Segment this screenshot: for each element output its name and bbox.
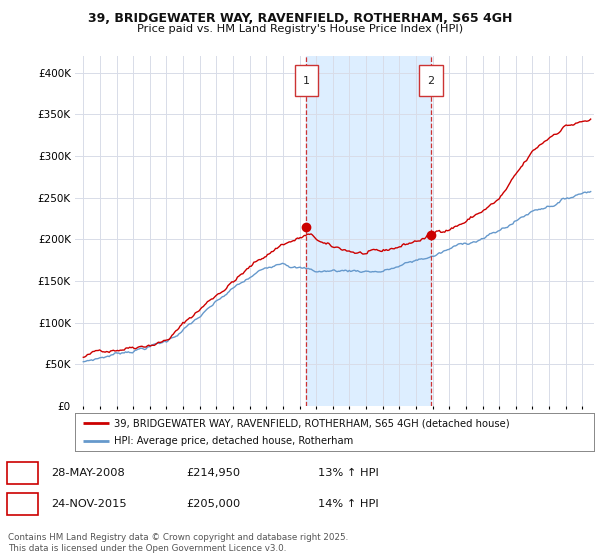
Text: Contains HM Land Registry data © Crown copyright and database right 2025.
This d: Contains HM Land Registry data © Crown c… bbox=[8, 533, 348, 553]
Text: £205,000: £205,000 bbox=[186, 499, 240, 509]
Bar bbox=[307, 56, 431, 406]
Text: 1: 1 bbox=[18, 466, 26, 480]
FancyBboxPatch shape bbox=[295, 65, 318, 96]
Text: 13% ↑ HPI: 13% ↑ HPI bbox=[318, 468, 379, 478]
Text: 28-MAY-2008: 28-MAY-2008 bbox=[51, 468, 125, 478]
Text: Price paid vs. HM Land Registry's House Price Index (HPI): Price paid vs. HM Land Registry's House … bbox=[137, 24, 463, 34]
Text: £214,950: £214,950 bbox=[186, 468, 240, 478]
Text: 24-NOV-2015: 24-NOV-2015 bbox=[51, 499, 127, 509]
Text: 2: 2 bbox=[427, 76, 434, 86]
FancyBboxPatch shape bbox=[419, 65, 443, 96]
Text: 39, BRIDGEWATER WAY, RAVENFIELD, ROTHERHAM, S65 4GH (detached house): 39, BRIDGEWATER WAY, RAVENFIELD, ROTHERH… bbox=[114, 418, 509, 428]
Text: 14% ↑ HPI: 14% ↑ HPI bbox=[318, 499, 379, 509]
Text: 2: 2 bbox=[18, 497, 26, 511]
Text: 39, BRIDGEWATER WAY, RAVENFIELD, ROTHERHAM, S65 4GH: 39, BRIDGEWATER WAY, RAVENFIELD, ROTHERH… bbox=[88, 12, 512, 25]
Text: HPI: Average price, detached house, Rotherham: HPI: Average price, detached house, Roth… bbox=[114, 436, 353, 446]
Text: 1: 1 bbox=[303, 76, 310, 86]
